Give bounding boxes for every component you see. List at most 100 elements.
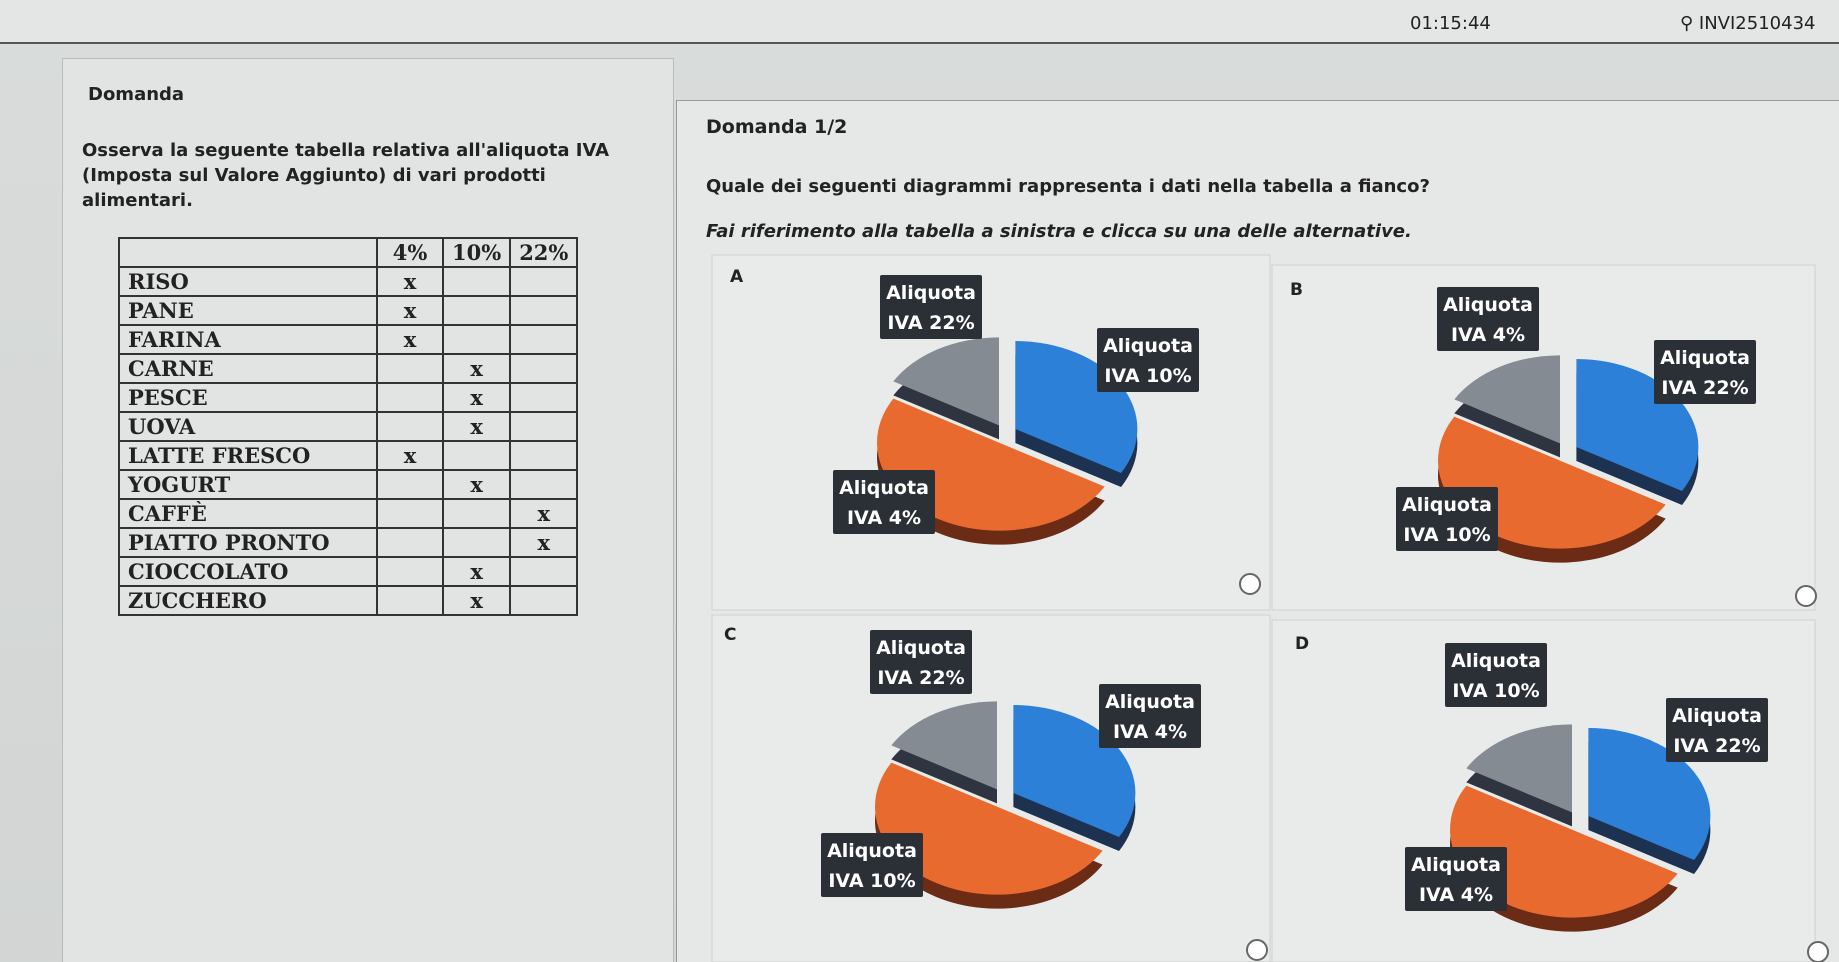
label-box xyxy=(821,833,923,897)
mark-cell: x xyxy=(441,469,512,500)
left-text: Osserva la seguente tabella relativa all… xyxy=(82,140,610,211)
mark-cell xyxy=(509,295,579,326)
option-letter: C xyxy=(724,625,736,645)
label-text: Aliquota xyxy=(1672,705,1762,727)
mark-cell xyxy=(376,411,444,442)
mark-cell xyxy=(376,353,444,384)
option-letter: A xyxy=(730,267,744,287)
label-text: Aliquota xyxy=(1443,294,1533,316)
label-text: IVA 22% xyxy=(1661,377,1748,399)
product-cell: PIATTO PRONTO xyxy=(118,527,378,558)
mark-cell xyxy=(441,295,512,326)
table-row: PESCE x xyxy=(118,382,579,413)
mark-cell xyxy=(441,266,512,297)
label-box xyxy=(870,630,972,694)
label-text: Aliquota xyxy=(886,282,976,304)
mark-cell: x xyxy=(509,498,579,529)
left-heading: Domanda xyxy=(88,84,185,105)
label-text: Aliquota xyxy=(1402,494,1492,516)
header-cell xyxy=(118,237,378,268)
mark-cell: x xyxy=(376,324,444,355)
product-cell: YOGURT xyxy=(118,469,378,500)
option[interactable]: B Aliquota IVA 4% Aliquota IVA 22% Aliquota IV… xyxy=(1271,264,1817,611)
label-box xyxy=(1437,287,1539,351)
mark-cell: x xyxy=(441,353,512,384)
label-text: IVA 10% xyxy=(1452,680,1539,702)
label-text: IVA 22% xyxy=(1673,735,1760,757)
mark-cell xyxy=(376,556,444,587)
product-cell: RISO xyxy=(118,266,378,297)
mark-cell xyxy=(509,585,579,616)
label-text: Aliquota xyxy=(1451,650,1541,672)
option[interactable]: A Aliquota IVA 22% Aliquota IVA 10% Aliquota I… xyxy=(711,254,1271,611)
vat-table: 4% 10% 22% RISO x PANE x FARINA x CARNE x PESCE x UOV… xyxy=(118,237,579,616)
radio-button[interactable] xyxy=(1246,939,1268,961)
mark-cell: x xyxy=(441,556,512,587)
product-cell: CARNE xyxy=(118,353,378,384)
table-row: CARNE x xyxy=(118,353,579,384)
mark-cell xyxy=(441,440,512,471)
option-letter: D xyxy=(1295,634,1309,654)
product-cell: LATTE FRESCO xyxy=(118,440,378,471)
label-text: IVA 10% xyxy=(1403,524,1490,546)
label-text: Aliquota xyxy=(1660,347,1750,369)
radio-button[interactable] xyxy=(1807,941,1829,962)
mark-cell xyxy=(509,353,579,384)
user-icon: ⚲ xyxy=(1680,13,1699,34)
mark-cell xyxy=(509,382,579,413)
instruction: Fai riferimento alla tabella a sinistra … xyxy=(706,221,1412,242)
user-text: INVI2510434 xyxy=(1698,13,1816,34)
product-cell: FARINA xyxy=(118,324,378,355)
timer: 01:15:44 xyxy=(1410,13,1491,34)
mark-cell xyxy=(376,585,444,616)
label-box xyxy=(1405,847,1507,911)
mark-cell xyxy=(509,469,579,500)
mark-cell xyxy=(509,440,579,471)
table-row: FARINA x xyxy=(118,324,579,355)
label-box xyxy=(1654,340,1756,404)
mark-cell xyxy=(376,498,444,529)
radio-button[interactable] xyxy=(1239,573,1261,595)
user-id: ⚲ INVI2510434 xyxy=(1680,13,1815,34)
label-text: Aliquota xyxy=(876,637,966,659)
label-text: IVA 4% xyxy=(1451,324,1525,346)
label-box xyxy=(880,275,982,339)
header-cell: 10% xyxy=(441,237,512,268)
label-text: IVA 10% xyxy=(1104,365,1191,387)
pie-slice xyxy=(891,701,997,790)
right-heading: Domanda 1/2 xyxy=(706,116,848,138)
label-text: Aliquota xyxy=(827,840,917,862)
label-box xyxy=(1396,487,1498,551)
product-cell: CAFFÈ xyxy=(118,498,378,529)
radio-button[interactable] xyxy=(1795,585,1817,607)
product-cell: PANE xyxy=(118,295,378,326)
product-cell: ZUCCHERO xyxy=(118,585,378,616)
mark-cell xyxy=(509,556,579,587)
pie-slice xyxy=(893,337,999,426)
header-cell: 4% xyxy=(376,237,444,268)
header-cell: 22% xyxy=(509,237,579,268)
label-box xyxy=(1097,328,1199,392)
pie-slice xyxy=(1466,724,1572,813)
option[interactable]: D Aliquota IVA 10% Aliquota IVA 22% Aliquota I… xyxy=(1271,619,1829,962)
label-text: Aliquota xyxy=(1411,854,1501,876)
option-letter: B xyxy=(1290,280,1303,300)
product-cell: CIOCCOLATO xyxy=(118,556,378,587)
mark-cell: x xyxy=(376,266,444,297)
table-row: YOGURT x xyxy=(118,469,579,500)
product-cell: UOVA xyxy=(118,411,378,442)
table-row: PANE x xyxy=(118,295,579,326)
pie-slice xyxy=(1454,355,1560,444)
mark-cell xyxy=(509,324,579,355)
mark-cell xyxy=(376,382,444,413)
mark-cell: x xyxy=(441,585,512,616)
label-text: IVA 22% xyxy=(877,667,964,689)
mark-cell: x xyxy=(376,295,444,326)
mark-cell xyxy=(376,469,444,500)
mark-cell xyxy=(441,498,512,529)
table-row: ZUCCHERO x xyxy=(118,585,579,616)
option[interactable]: C Aliquota IVA 22% Aliquota IVA 4% Aliquota IV… xyxy=(711,614,1271,962)
mark-cell: x xyxy=(376,440,444,471)
label-text: IVA 10% xyxy=(828,870,915,892)
